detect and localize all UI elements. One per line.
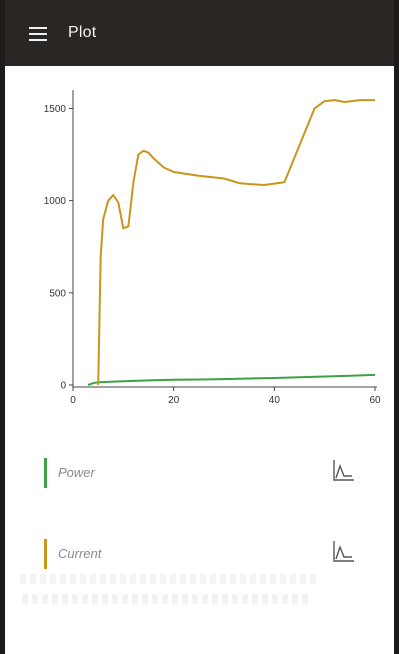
x-tick-label: 40 [269, 395, 281, 406]
legend-label-power: Power [58, 465, 95, 480]
legend-label-current: Current [58, 546, 102, 561]
y-tick-label: 1500 [44, 104, 67, 115]
line-chart-icon[interactable] [332, 458, 356, 484]
legend-swatch-current [44, 539, 47, 569]
legend-swatch-power [44, 458, 47, 488]
line-chart-icon[interactable] [332, 539, 356, 565]
line-chart: 0 500 1000 1500 0 20 40 60 [44, 90, 381, 406]
page-title: Plot [68, 24, 97, 41]
y-tick-label: 500 [49, 288, 66, 299]
legend-item-current[interactable]: Current [44, 537, 364, 569]
x-tick-label: 0 [70, 395, 76, 406]
app-bar: Plot [0, 0, 399, 66]
faded-content [22, 594, 312, 604]
legend-item-power[interactable]: Power [44, 456, 364, 488]
x-tick-label: 60 [369, 395, 381, 406]
faded-content [20, 574, 320, 584]
hamburger-menu-icon[interactable] [29, 27, 47, 41]
series-line-power [87, 373, 376, 386]
series-line-current [97, 99, 375, 386]
y-tick-label: 1000 [44, 196, 67, 207]
x-tick-label: 20 [168, 395, 180, 406]
y-tick-label: 0 [60, 381, 66, 392]
